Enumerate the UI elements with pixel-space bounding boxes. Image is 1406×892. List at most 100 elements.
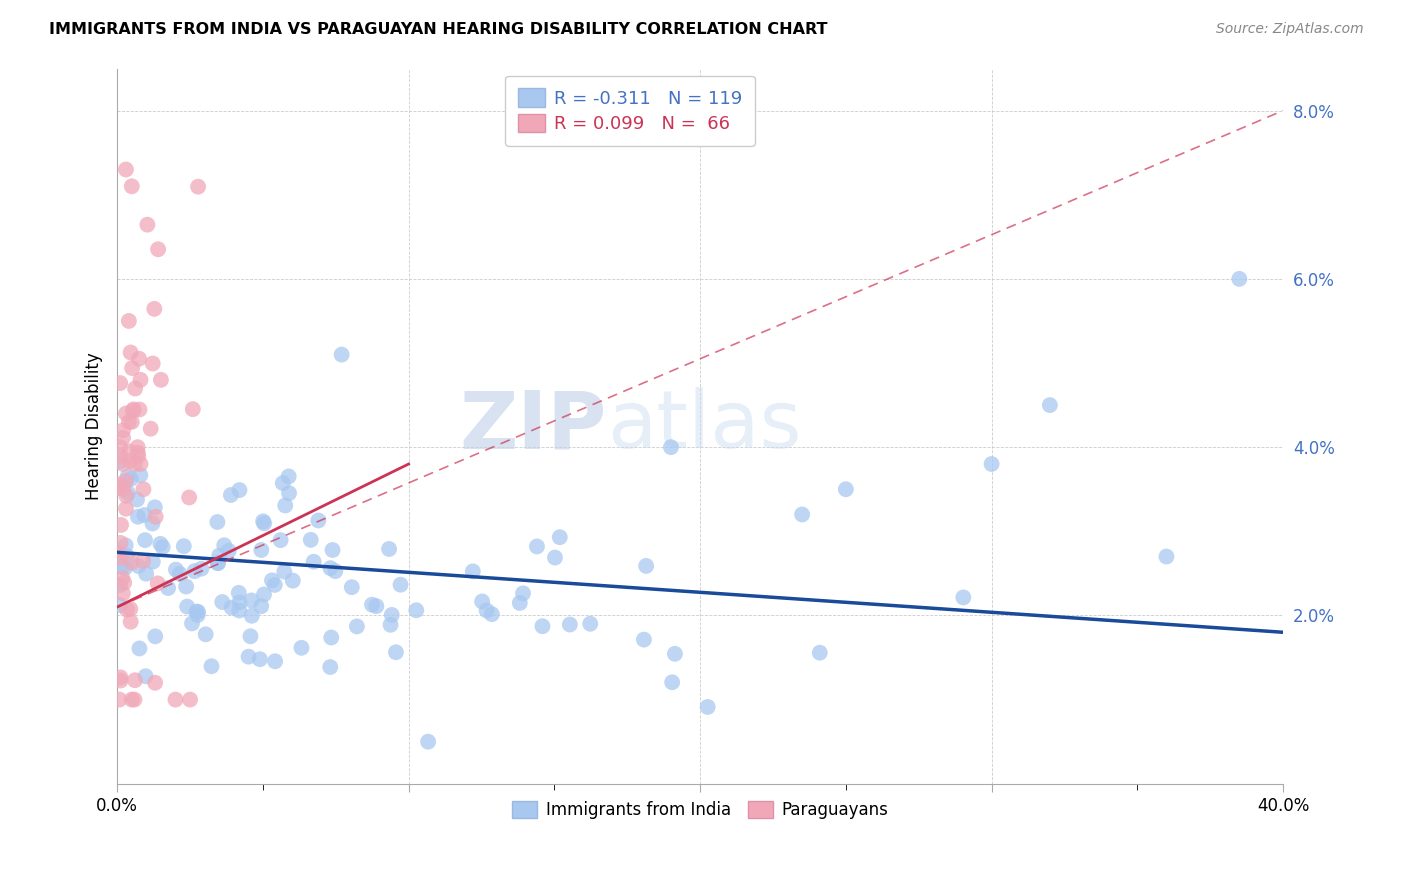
Point [270, 533, 292, 548]
Point [509, 596, 531, 610]
Point [111, 586, 134, 600]
Point [187, 608, 209, 623]
Point [115, 162, 138, 177]
Point [321, 631, 343, 645]
Point [174, 580, 197, 594]
Point [181, 616, 204, 631]
Point [1156, 549, 1178, 564]
Point [307, 514, 329, 528]
Point [122, 402, 145, 417]
Point [548, 530, 571, 544]
Point [664, 647, 686, 661]
Point [149, 537, 172, 551]
Point [128, 351, 150, 366]
Point [118, 454, 141, 468]
Point [1227, 272, 1250, 286]
Point [112, 431, 135, 445]
Point [835, 482, 858, 496]
Point [124, 673, 146, 688]
Point [361, 598, 384, 612]
Point [228, 595, 250, 609]
Point [165, 692, 187, 706]
Point [117, 469, 139, 483]
Y-axis label: Hearing Disability: Hearing Disability [86, 352, 103, 500]
Point [122, 403, 145, 417]
Point [271, 476, 294, 491]
Point [149, 373, 172, 387]
Point [152, 540, 174, 554]
Point [416, 734, 439, 748]
Point [124, 457, 146, 471]
Point [330, 348, 353, 362]
Point [211, 595, 233, 609]
Point [405, 603, 427, 617]
Point [121, 179, 143, 194]
Point [190, 562, 212, 576]
Point [136, 218, 159, 232]
Point [108, 578, 131, 592]
Point [118, 415, 141, 429]
Point [239, 629, 262, 643]
Point [260, 574, 283, 588]
Point [120, 345, 142, 359]
Point [134, 533, 156, 548]
Point [145, 509, 167, 524]
Point [108, 692, 131, 706]
Point [278, 486, 301, 500]
Point [250, 599, 273, 614]
Point [179, 491, 201, 505]
Point [187, 179, 209, 194]
Point [277, 469, 299, 483]
Point [366, 599, 388, 614]
Point [115, 474, 138, 488]
Text: IMMIGRANTS FROM INDIA VS PARAGUAYAN HEARING DISABILITY CORRELATION CHART: IMMIGRANTS FROM INDIA VS PARAGUAYAN HEAR… [49, 22, 828, 37]
Point [322, 543, 344, 558]
Point [110, 536, 132, 550]
Point [121, 692, 143, 706]
Point [121, 361, 143, 376]
Point [135, 669, 157, 683]
Point [219, 488, 242, 502]
Point [139, 422, 162, 436]
Point [264, 654, 287, 668]
Point [208, 549, 231, 563]
Legend: Immigrants from India, Paraguayans: Immigrants from India, Paraguayans [506, 794, 894, 825]
Point [378, 541, 401, 556]
Text: Source: ZipAtlas.com: Source: ZipAtlas.com [1216, 22, 1364, 37]
Point [135, 566, 157, 581]
Point [157, 581, 180, 595]
Point [544, 550, 567, 565]
Text: atlas: atlas [607, 387, 801, 465]
Point [181, 402, 204, 417]
Point [114, 561, 136, 575]
Point [141, 516, 163, 531]
Point [176, 599, 198, 614]
Point [143, 629, 166, 643]
Point [207, 556, 229, 570]
Point [385, 645, 408, 659]
Point [127, 509, 149, 524]
Point [187, 605, 209, 619]
Point [696, 700, 718, 714]
Point [142, 357, 165, 371]
Point [253, 516, 276, 531]
Point [120, 472, 142, 486]
Point [146, 242, 169, 256]
Point [636, 558, 658, 573]
Point [250, 543, 273, 558]
Point [633, 632, 655, 647]
Point [290, 640, 312, 655]
Point [579, 616, 602, 631]
Point [194, 627, 217, 641]
Point [526, 540, 548, 554]
Point [124, 692, 146, 706]
Point [129, 468, 152, 483]
Point [128, 641, 150, 656]
Point [302, 555, 325, 569]
Point [221, 600, 243, 615]
Point [128, 402, 150, 417]
Point [183, 564, 205, 578]
Point [263, 578, 285, 592]
Point [115, 603, 138, 617]
Point [792, 508, 814, 522]
